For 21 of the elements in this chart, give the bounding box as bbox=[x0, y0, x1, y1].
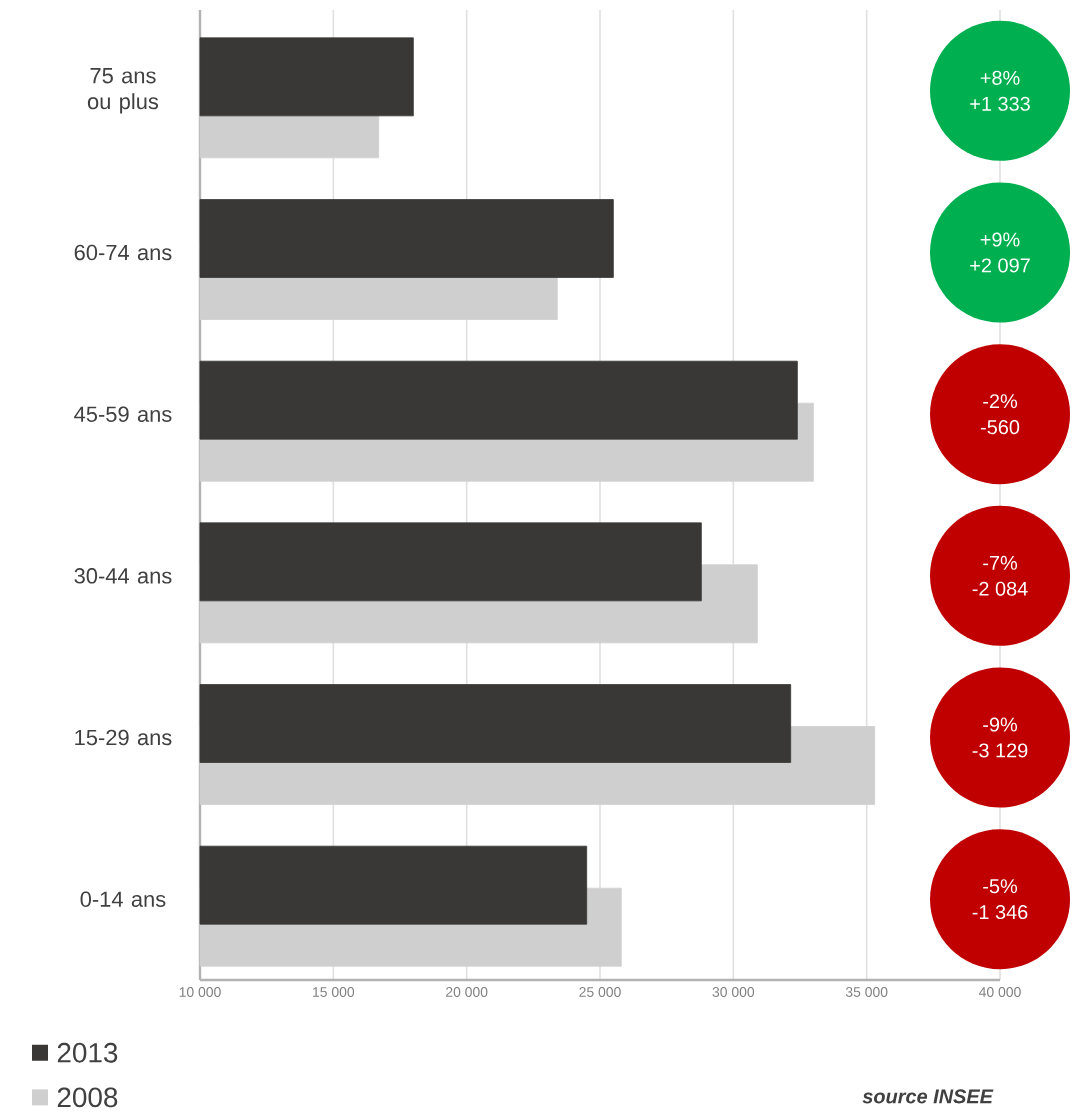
annotation: -7% bbox=[983, 555, 1018, 570]
annotation: +9% bbox=[980, 232, 1020, 247]
annotation: +2 097 bbox=[970, 258, 1030, 273]
legend-label: 2013 bbox=[57, 1042, 118, 1063]
source-note: source INSEE bbox=[862, 1089, 994, 1104]
annotation: +8% bbox=[980, 70, 1020, 85]
legend-label: 2008 bbox=[57, 1087, 118, 1108]
y-tick-label: 75 ans ou plus bbox=[87, 68, 159, 114]
annotation: -2% bbox=[983, 394, 1018, 409]
annotation: -3 129 bbox=[972, 743, 1028, 758]
annotation: -2 084 bbox=[972, 581, 1028, 596]
annotation: -1 346 bbox=[972, 905, 1028, 920]
annotation: -5% bbox=[983, 879, 1018, 894]
y-tick-label: 0-14 ans bbox=[80, 891, 166, 907]
y-tick-label: 60-74 ans bbox=[74, 244, 172, 261]
y-tick-label: 30-44 ans bbox=[74, 568, 172, 584]
annotation: -9% bbox=[983, 717, 1018, 732]
y-tick-label: 45-59 ans bbox=[74, 406, 172, 422]
y-tick-label: 15-29 ans bbox=[75, 729, 172, 746]
annotation: +1 333 bbox=[970, 96, 1030, 111]
annotation: -560 bbox=[980, 420, 1020, 435]
